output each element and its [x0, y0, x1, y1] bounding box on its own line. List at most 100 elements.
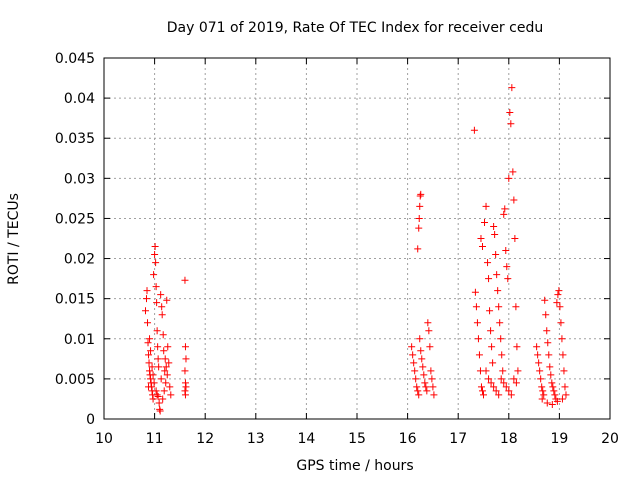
data-point: [510, 375, 518, 383]
data-point: [539, 387, 547, 395]
data-point: [485, 375, 493, 383]
y-tick-label: 0.04: [64, 91, 95, 107]
data-point: [540, 391, 548, 399]
data-point: [470, 126, 478, 134]
data-point: [141, 307, 149, 315]
data-point: [414, 245, 422, 253]
data-point: [182, 355, 190, 363]
data-point: [496, 319, 504, 327]
data-point: [547, 371, 555, 379]
data-point: [553, 299, 561, 307]
data-point: [422, 383, 430, 391]
data-point: [478, 387, 486, 395]
data-point: [504, 275, 512, 283]
data-point: [543, 399, 551, 407]
data-point: [512, 303, 520, 311]
data-point: [146, 335, 154, 343]
data-point: [493, 271, 501, 279]
data-point: [161, 367, 169, 375]
data-point: [416, 202, 424, 210]
x-tick-label: 12: [196, 431, 214, 447]
x-tick-label: 14: [297, 431, 315, 447]
data-point: [548, 401, 556, 409]
data-point: [162, 379, 170, 387]
y-tick-label: 0.01: [64, 332, 95, 348]
y-tick-label: 0.035: [55, 131, 95, 147]
y-tick-label: 0.045: [55, 51, 95, 67]
data-point: [505, 387, 513, 395]
data-point: [474, 335, 482, 343]
data-point: [550, 387, 558, 395]
data-point: [551, 391, 559, 399]
data-point: [548, 379, 556, 387]
data-point: [415, 391, 423, 399]
data-point: [154, 355, 162, 363]
data-point: [512, 379, 520, 387]
data-point: [497, 375, 505, 383]
data-point: [489, 359, 497, 367]
data-point: [181, 367, 189, 375]
data-point: [562, 391, 570, 399]
data-point: [417, 347, 425, 355]
data-point: [502, 247, 510, 255]
data-point: [166, 383, 174, 391]
data-point: [486, 307, 494, 315]
data-point: [410, 359, 418, 367]
data-point: [147, 375, 155, 383]
data-point: [491, 230, 499, 238]
data-point: [418, 355, 426, 363]
data-point: [556, 303, 564, 311]
x-tick-label: 20: [601, 431, 619, 447]
data-point: [153, 391, 161, 399]
data-point: [416, 192, 424, 200]
data-point: [161, 355, 169, 363]
data-point: [151, 251, 159, 259]
data-point: [537, 375, 545, 383]
y-tick-label: 0.03: [64, 171, 95, 187]
data-point: [505, 174, 513, 182]
data-point: [484, 259, 492, 267]
x-tick-label: 11: [146, 431, 164, 447]
data-point: [475, 351, 483, 359]
data-point: [514, 367, 522, 375]
data-point: [490, 222, 498, 230]
data-point: [143, 287, 151, 295]
data-point: [423, 387, 431, 395]
x-tick-label: 18: [500, 431, 518, 447]
data-point: [409, 351, 417, 359]
data-point: [143, 295, 151, 303]
x-tick-label: 17: [449, 431, 467, 447]
data-point: [492, 251, 500, 259]
data-point: [485, 275, 493, 283]
data-point: [145, 351, 153, 359]
data-point: [181, 391, 189, 399]
data-point: [498, 351, 506, 359]
data-point: [145, 383, 153, 391]
data-point: [487, 379, 495, 387]
data-point: [152, 387, 160, 395]
data-point: [482, 367, 490, 375]
x-tick-label: 10: [95, 431, 113, 447]
data-point: [494, 287, 502, 295]
data-point: [506, 109, 514, 117]
data-point: [160, 347, 168, 355]
data-point: [156, 407, 164, 415]
data-point: [507, 120, 515, 128]
data-point: [182, 383, 190, 391]
data-point: [487, 327, 495, 335]
x-axis-label: GPS time / hours: [296, 458, 413, 474]
data-point: [413, 383, 421, 391]
data-point: [482, 202, 490, 210]
data-point: [557, 319, 565, 327]
data-point: [535, 359, 543, 367]
data-point: [155, 399, 163, 407]
data-point: [544, 339, 552, 347]
y-tick-label: 0: [86, 412, 95, 428]
y-axis-label: ROTI / TECUs: [6, 193, 22, 285]
data-point: [471, 288, 479, 296]
data-point: [542, 311, 550, 319]
data-point: [149, 371, 157, 379]
data-point: [164, 343, 172, 351]
